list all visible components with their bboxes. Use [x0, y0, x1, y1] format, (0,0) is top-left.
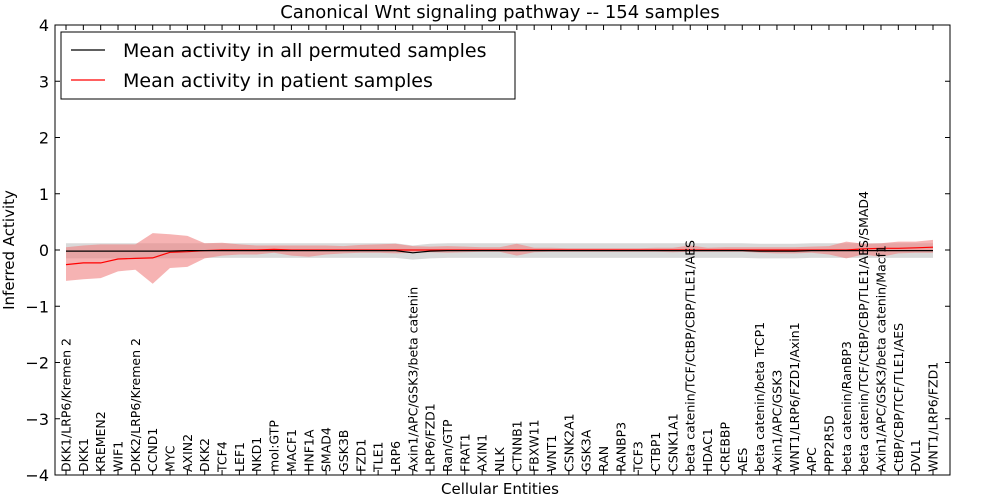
x-tick-label: HDAC1	[700, 428, 715, 472]
x-tick-label: KREMEN2	[93, 411, 108, 472]
x-tick-label: FRAT1	[457, 433, 472, 472]
x-tick-label: Axin1/APC/GSK3/beta catenin/Macf1	[874, 245, 889, 472]
legend-label-permuted: Mean activity in all permuted samples	[123, 40, 486, 62]
chart-title: Canonical Wnt signaling pathway -- 154 s…	[280, 2, 720, 23]
x-tick-label: MYC	[163, 445, 178, 472]
x-tick-label: beta catenin/beta TrCP1	[752, 322, 767, 472]
patient-band	[66, 233, 933, 284]
x-tick-label: NLK	[492, 447, 507, 472]
x-tick-label: Ran/GTP	[440, 419, 455, 472]
permuted-mean-line	[66, 250, 933, 254]
x-tick-label: GSK3B	[336, 430, 351, 472]
lines-layer	[65, 246, 934, 266]
y-axis: −4 −3 −2 −1 0 1 2 3 4	[25, 16, 950, 485]
x-tick-label: GSK3A	[579, 429, 594, 472]
x-tick-label: NKD1	[249, 437, 264, 472]
y-tick-label: 4	[39, 16, 49, 35]
legend: Mean activity in all permuted samples Me…	[60, 31, 516, 100]
x-tick-label: CTBP1	[648, 432, 663, 472]
x-tick-label: AXIN1	[475, 434, 490, 472]
x-tick-label: LRP6/FZD1	[423, 403, 438, 472]
x-tick-label: SMAD4	[319, 427, 334, 472]
x-tick-label: beta catenin/TCF/CtBP/CBP/TLE1/AES	[683, 240, 698, 472]
y-tick-label: −2	[25, 354, 49, 373]
x-tick-label: beta catenin/RanBP3	[839, 341, 854, 472]
x-tick-label: TLE1	[371, 442, 386, 473]
x-tick-label: DVL1	[908, 439, 923, 472]
legend-label-patient: Mean activity in patient samples	[123, 70, 433, 92]
y-tick-label: 1	[39, 185, 49, 204]
x-tick-label: PPP2R5D	[822, 415, 837, 472]
x-tick-label: mol:GTP	[267, 420, 282, 472]
legend-box	[60, 31, 516, 100]
x-tick-label: RANBP3	[613, 422, 628, 472]
x-tick-label: APC	[804, 447, 819, 472]
x-tick-label: RAN	[596, 446, 611, 472]
x-tick-label: DKK1	[76, 438, 91, 472]
x-tick-label: AES	[735, 448, 750, 472]
y-tick-label: 0	[39, 241, 49, 260]
x-tick-label: FZD1	[353, 439, 368, 472]
x-tick-label: AXIN2	[180, 434, 195, 472]
x-tick-label: CTNNB1	[509, 420, 524, 472]
x-tick-label: FBXW11	[527, 419, 542, 472]
x-tick-label: DKK1/LRP6/Kremen 2	[59, 338, 74, 472]
x-tick-label: CSNK2A1	[561, 413, 576, 472]
x-tick-label: WNT1/LRP6/FZD1/Axin1	[787, 322, 802, 472]
x-tick-label: Axin1/APC/GSK3	[769, 370, 784, 472]
x-tick-label: CtBP/CBP/TCF/TLE1/AES	[891, 323, 906, 472]
x-tick-label: beta catenin/TCF/CtBP/CBP/TLE1/AES/SMAD4	[856, 191, 871, 472]
x-tick-label: WIF1	[111, 441, 126, 472]
x-tick-label: DKK2/LRP6/Kremen 2	[128, 338, 143, 472]
y-axis-label: Inferred Activity	[0, 190, 18, 310]
x-tick-label: MACF1	[284, 429, 299, 472]
y-tick-label: −3	[25, 410, 49, 429]
y-tick-label: −4	[25, 466, 49, 485]
x-tick-label: LRP6	[388, 441, 403, 472]
x-tick-label: DKK2	[197, 438, 212, 472]
y-tick-label: −1	[25, 297, 49, 316]
x-tick-label: CSNK1A1	[665, 413, 680, 472]
x-tick-label: Axin1/APC/GSK3/beta catenin	[405, 287, 420, 472]
y-tick-label: 2	[39, 129, 49, 148]
x-tick-label: WNT1	[544, 435, 559, 472]
x-tick-label: TCF3	[631, 441, 646, 473]
x-tick-label: CCND1	[145, 428, 160, 472]
x-axis: DKK1/LRP6/Kremen 2 DKK1 KREMEN2 WIF1 DKK2/LR…	[59, 25, 941, 475]
patient-band-layer	[66, 233, 933, 284]
x-tick-label: WNT1/LRP6/FZD1	[926, 362, 941, 472]
x-tick-label: LEF1	[232, 442, 247, 472]
x-tick-label: TCF4	[215, 441, 230, 473]
y-tick-label: 3	[39, 72, 49, 91]
x-tick-label: HNF1A	[301, 429, 316, 472]
x-tick-label: CREBBP	[717, 422, 732, 472]
x-axis-label: Cellular Entities	[441, 480, 559, 498]
